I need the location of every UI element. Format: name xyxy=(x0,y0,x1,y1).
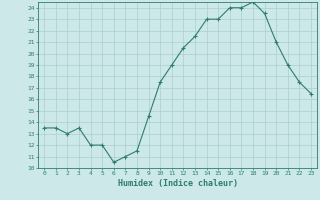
X-axis label: Humidex (Indice chaleur): Humidex (Indice chaleur) xyxy=(118,179,238,188)
